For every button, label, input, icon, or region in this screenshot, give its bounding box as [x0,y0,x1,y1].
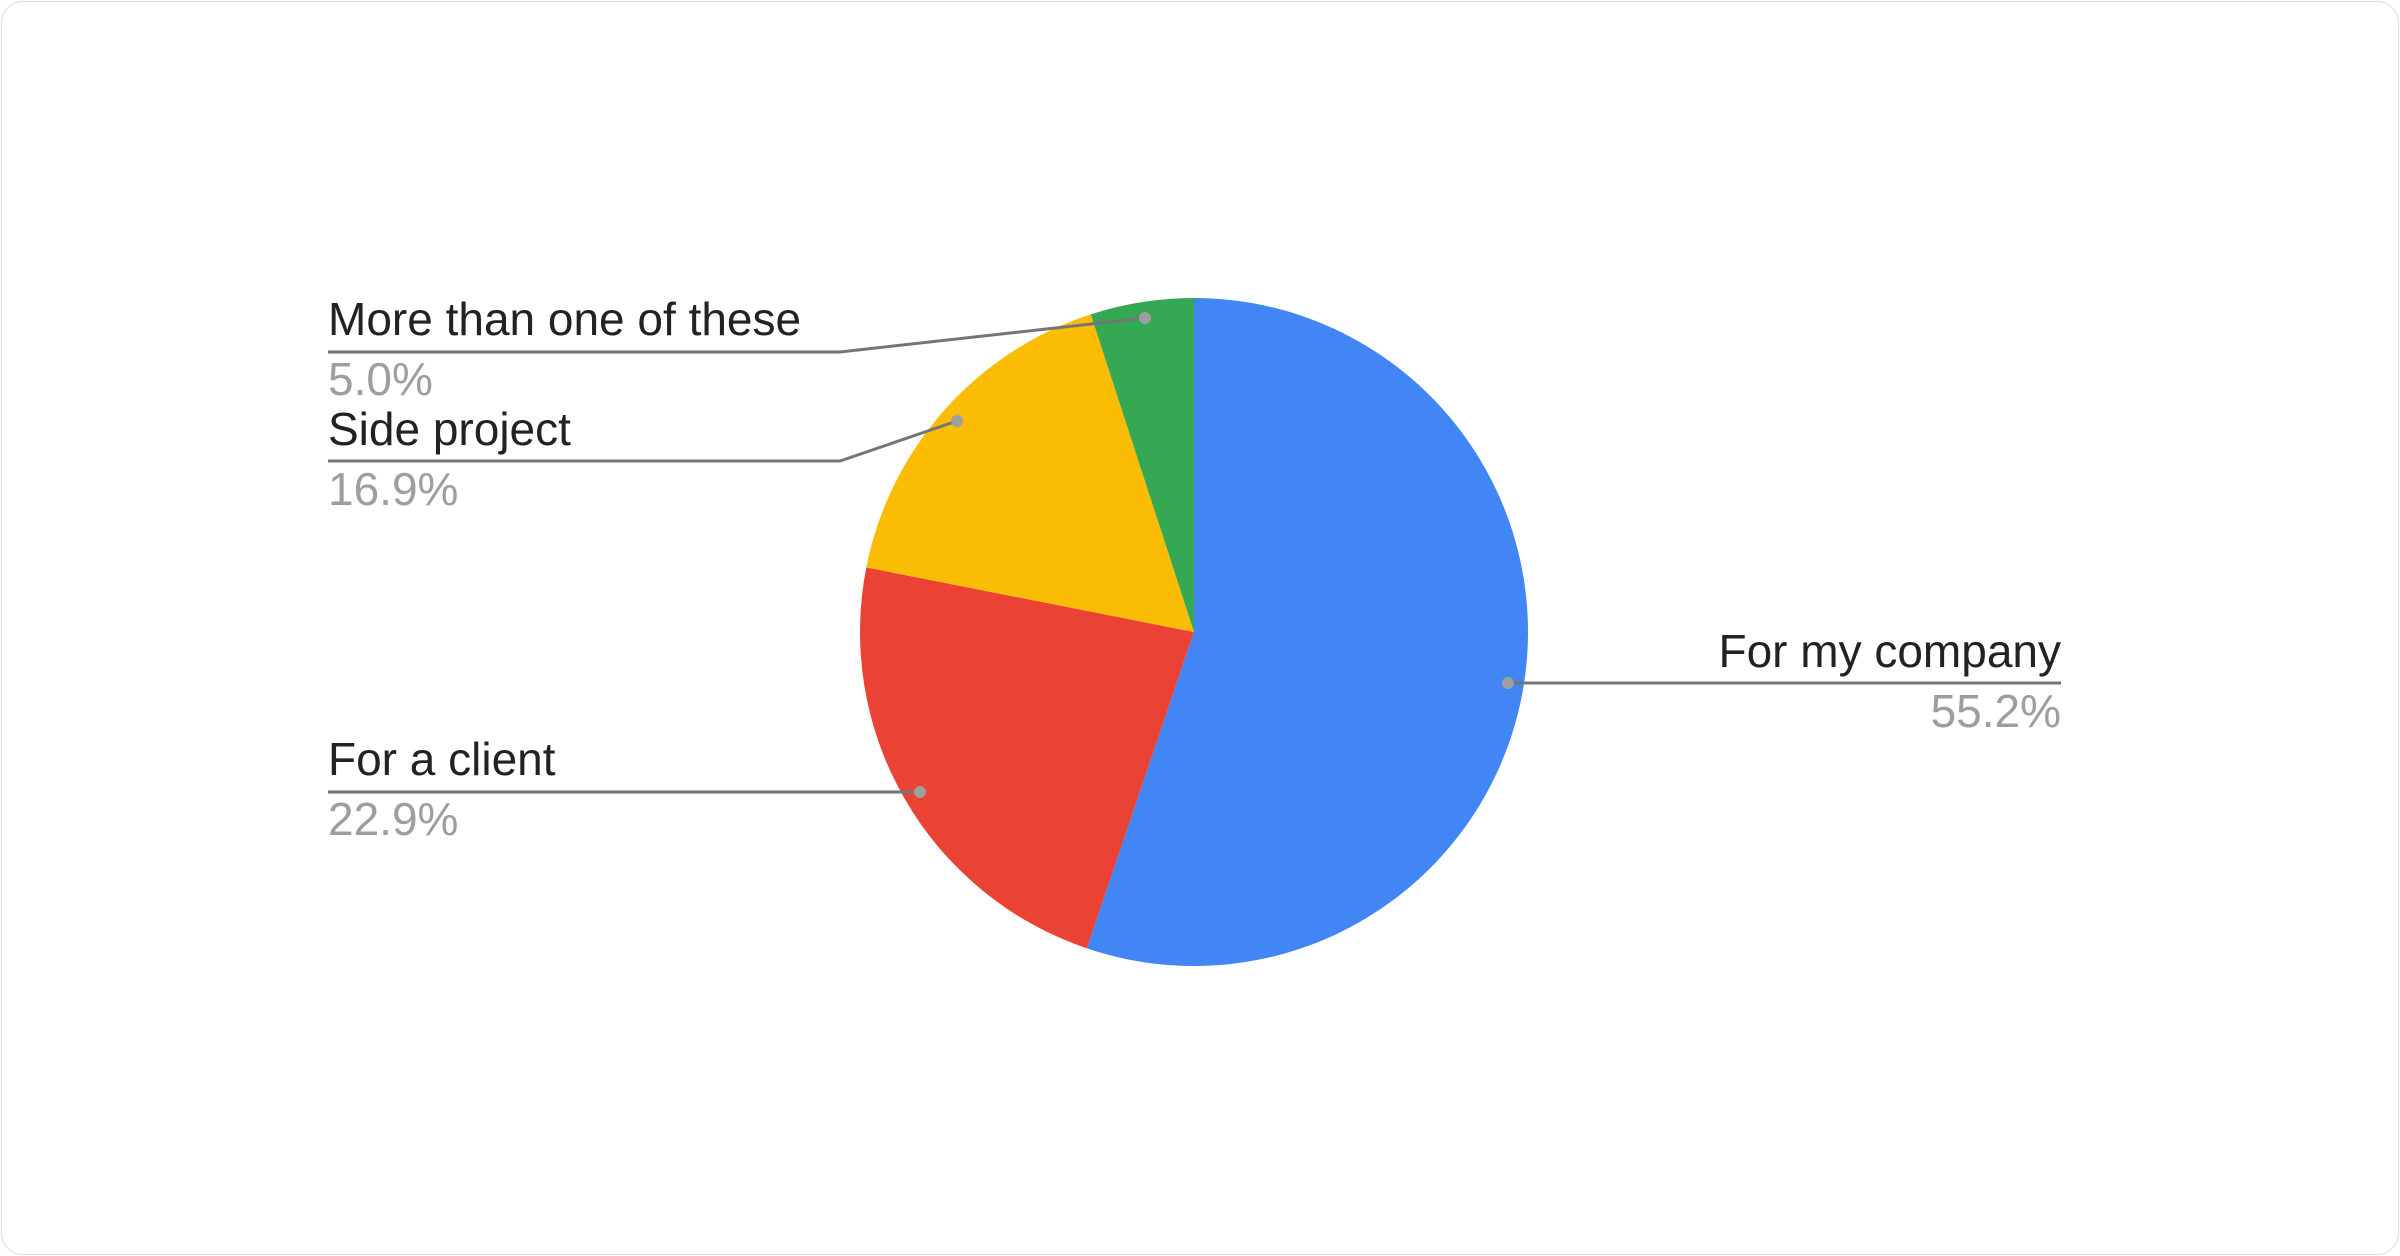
leader-dot-1 [914,786,926,798]
slice-label-1: For a client [328,733,556,785]
slice-label-0: For my company [1718,625,2061,677]
slice-percent-0: 55.2% [1931,685,2061,737]
slice-percent-3: 5.0% [328,353,433,405]
leader-line-2 [328,419,958,463]
slice-label-2: Side project [328,403,571,455]
leader-dot-3 [1139,312,1151,324]
slice-percent-1: 22.9% [328,793,458,845]
pie-slice-1[interactable] [860,567,1194,949]
leader-line-3 [328,316,1146,354]
slice-percent-2: 16.9% [328,463,458,515]
pie-slice-2[interactable] [866,314,1194,632]
slice-label-3: More than one of these [328,293,801,345]
leader-dot-2 [951,415,963,427]
pie-slice-3[interactable] [1090,298,1194,632]
leader-dot-0 [1502,677,1514,689]
pie-slice-0[interactable] [1086,298,1528,967]
